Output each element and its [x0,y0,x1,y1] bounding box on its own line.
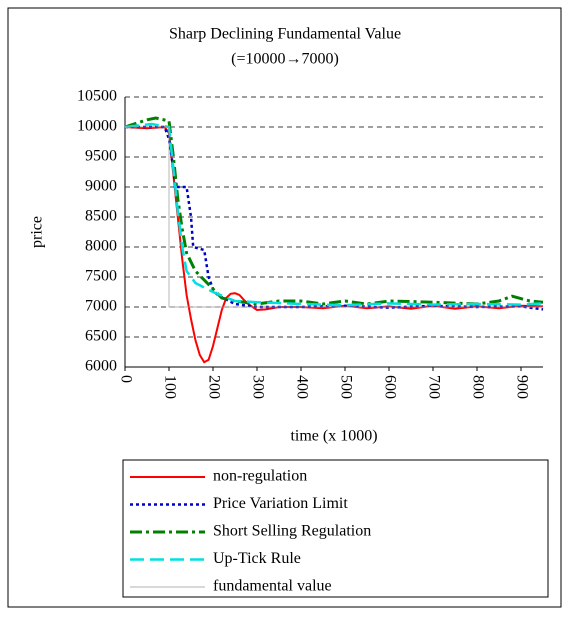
legend-label: Price Variation Limit [213,495,348,512]
x-tick-label: 300 [249,375,266,399]
y-tick-label: 7500 [85,268,117,285]
x-tick-label: 200 [205,375,222,399]
y-axis-label: price [29,216,46,248]
legend-label: non-regulation [213,468,307,485]
chart-title: Sharp Declining Fundamental Value [169,26,401,43]
x-axis-label: time (x 1000) [290,428,377,445]
y-tick-label: 10500 [77,88,117,105]
legend-label: Short Selling Regulation [213,523,371,540]
x-tick-label: 700 [425,375,442,399]
y-tick-label: 9500 [85,148,117,165]
y-tick-label: 8500 [85,208,117,225]
chart-subtitle: (=10000→7000) [231,51,339,68]
y-tick-label: 7000 [85,298,117,315]
y-tick-label: 10000 [77,118,117,135]
x-tick-label: 100 [161,375,178,399]
series-line [124,122,544,307]
x-tick-label: 0 [117,375,134,383]
y-tick-label: 6500 [85,328,117,345]
y-tick-label: 8000 [85,238,117,255]
x-tick-label: 500 [337,375,354,399]
y-tick-label: 6000 [85,358,117,375]
x-tick-label: 600 [381,375,398,399]
series-line [125,126,543,308]
legend-label: fundamental value [213,578,332,595]
x-tick-label: 800 [469,375,486,399]
series-line [124,125,544,364]
legend-box [122,459,549,598]
x-tick-label: 400 [293,375,310,399]
legend-label: Up-Tick Rule [213,550,301,567]
x-tick-label: 900 [513,375,530,399]
y-tick-label: 9000 [85,178,117,195]
